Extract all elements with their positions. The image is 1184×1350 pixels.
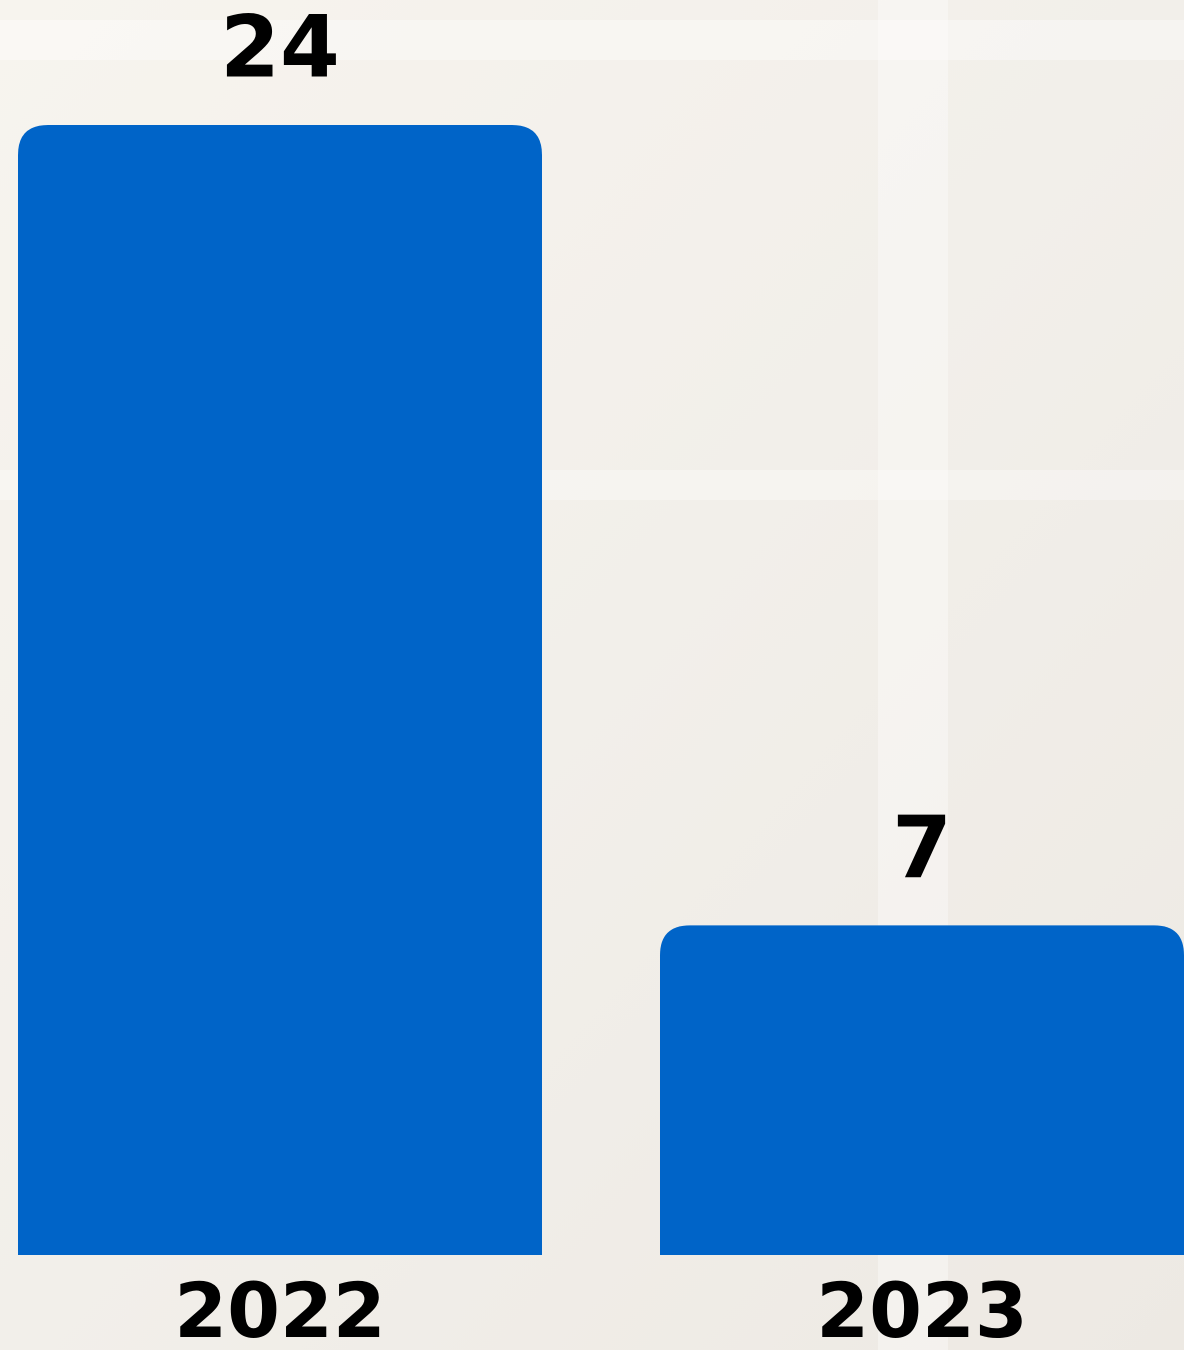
value-label: 7	[892, 798, 952, 898]
x-tick-label: 2022	[174, 1266, 386, 1350]
x-tick-label: 2023	[816, 1266, 1028, 1350]
bar	[18, 125, 542, 1255]
bar	[660, 925, 1184, 1255]
value-label: 24	[220, 0, 340, 97]
window-frame	[0, 20, 1184, 60]
